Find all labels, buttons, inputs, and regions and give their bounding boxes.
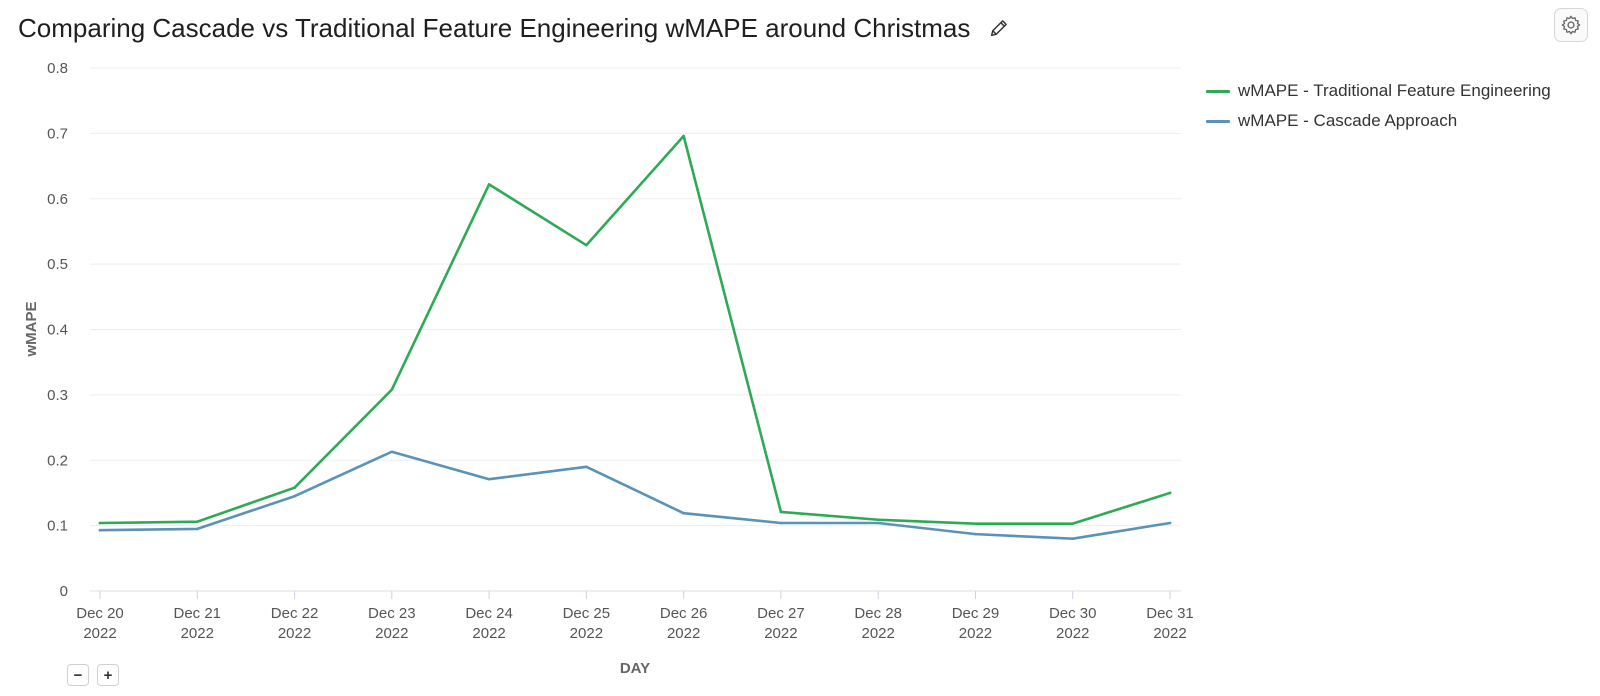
x-tick-label: Dec 30 2022: [1049, 605, 1097, 642]
x-tick-label: Dec 29 2022: [952, 605, 1000, 642]
data-point: [682, 511, 685, 515]
data-point: [293, 486, 296, 490]
data-point: [585, 243, 588, 247]
legend-label-cascade: wMAPE - Cascade Approach: [1238, 111, 1458, 130]
x-tick-label: Dec 20 2022: [76, 605, 124, 642]
legend-item-cascade[interactable]: wMAPE - Cascade Approach: [1206, 106, 1551, 136]
series-line-1: [98, 450, 1172, 541]
legend-swatch-cascade: [1206, 119, 1230, 123]
y-tick-label: 0.2: [47, 452, 68, 469]
chart-legend: wMAPE - Traditional Feature Engineering …: [1206, 76, 1551, 136]
legend-item-traditional[interactable]: wMAPE - Traditional Feature Engineering: [1206, 76, 1551, 106]
data-point: [98, 528, 102, 532]
data-point: [487, 183, 491, 186]
page-title: Comparing Cascade vs Traditional Feature…: [18, 12, 971, 43]
legend-swatch-traditional: [1206, 89, 1230, 93]
data-point: [779, 510, 783, 514]
data-point: [293, 494, 296, 498]
zoom-out-button[interactable]: −: [67, 664, 89, 686]
data-point: [1071, 537, 1075, 540]
y-tick-label: 0.8: [47, 60, 68, 77]
edit-title-button[interactable]: [986, 15, 1012, 41]
data-point: [390, 388, 394, 391]
y-tick-label: 0: [60, 583, 68, 600]
y-tick-label: 0.7: [47, 125, 68, 142]
y-tick-label: 0.6: [47, 191, 68, 208]
y-axis-title: wMAPE: [23, 301, 40, 357]
data-point: [974, 522, 977, 525]
x-tick-label: Dec 24 2022: [465, 605, 513, 642]
title-bar: Comparing Cascade vs Traditional Feature…: [18, 8, 1012, 48]
data-point: [974, 532, 977, 536]
data-point: [1168, 491, 1172, 495]
data-point: [876, 521, 880, 525]
data-point: [195, 520, 199, 524]
data-point: [390, 450, 394, 454]
zoom-in-button[interactable]: +: [97, 664, 119, 686]
x-tick-label: Dec 23 2022: [368, 605, 416, 642]
data-point: [1168, 521, 1172, 525]
x-tick-label: Dec 25 2022: [563, 605, 611, 642]
series-line-0: [98, 134, 1172, 525]
data-point: [876, 518, 880, 522]
x-tick-label: Dec 31 2022: [1146, 605, 1194, 642]
gear-icon: [1561, 15, 1581, 35]
y-tick-label: 0.3: [47, 387, 68, 404]
legend-label-traditional: wMAPE - Traditional Feature Engineering: [1238, 81, 1551, 100]
settings-button[interactable]: [1554, 8, 1588, 42]
x-tick-label: Dec 26 2022: [660, 605, 708, 642]
y-tick-label: 0.5: [47, 256, 68, 273]
x-tick-label: Dec 28 2022: [854, 605, 902, 642]
y-tick-label: 0.1: [47, 518, 68, 535]
pencil-icon: [991, 20, 1008, 37]
x-tick-label: Dec 21 2022: [174, 605, 222, 642]
x-axis-title: DAY: [620, 660, 650, 677]
data-point: [195, 527, 199, 531]
data-point: [98, 521, 102, 525]
data-point: [1071, 522, 1075, 525]
y-tick-label: 0.4: [47, 322, 68, 339]
data-point: [487, 477, 491, 481]
x-tick-label: Dec 27 2022: [757, 605, 805, 642]
data-point: [585, 465, 588, 469]
data-point: [682, 134, 685, 138]
data-point: [779, 521, 783, 525]
x-tick-label: Dec 22 2022: [271, 605, 319, 642]
zoom-controls: − +: [67, 664, 119, 686]
